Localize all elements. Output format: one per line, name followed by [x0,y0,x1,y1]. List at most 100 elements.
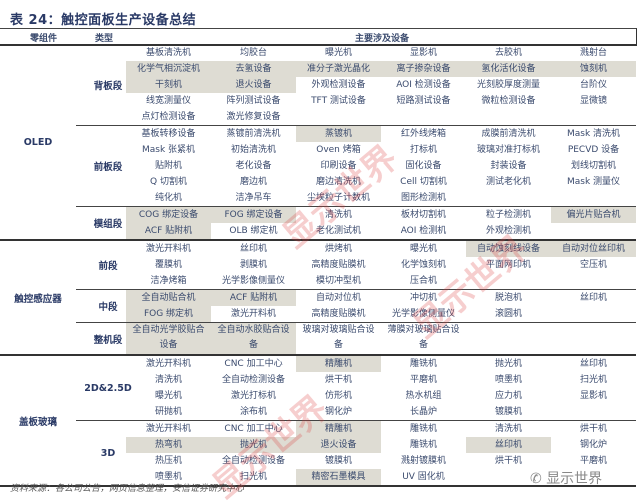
table-cell: 封装设备 [490,161,527,171]
group-label: 前板段 [93,162,123,173]
table-cell: 曝光机 [324,48,352,58]
section-label: 盖板玻璃 [18,416,57,428]
group-label: 前段 [98,261,118,272]
table-cell: CNC 加工中心 [224,359,283,369]
table-cell: 高精度贴膜机 [311,309,366,319]
table-cell: 抛光机 [211,437,296,453]
table-cell: 全自动光学胶贴合设备 [126,323,211,354]
table-cell: 外观检测设备 [311,80,366,90]
table-group: 整机段 全自动光学胶贴合设备 全自动水胶贴合设备 玻璃对玻璃贴合设备 薄膜对玻璃贴合设备 [76,322,636,354]
table-row: 化学气相沉淀机 去氢设备 准分子激光晶化 离子掺杂设备 氢化活化设备 蚀刻机 [126,61,636,77]
table-cell: Cell 切割机 [400,177,447,187]
table-row: 研抛机 涂布机 钢化炉 长晶炉 镀膜机 [126,404,636,420]
table-cell: 磨边机 [239,177,267,187]
table-row: 全自动贴合机 ACF 贴附机 自动对位机 冲切机 脱泡机 丝印机 [126,290,636,306]
table-cell [551,190,636,206]
table-cell: 曝光机 [409,244,437,254]
table-cell: 冲切机 [409,293,437,303]
table-cell: 钢化炉 [579,440,607,450]
group-label: 模组段 [93,219,123,230]
table-cell: 氢化活化设备 [466,61,551,77]
table-cell: 红外线烤箱 [400,129,446,139]
table-cell: 溅射镀膜机 [400,456,446,466]
table-cell: ACF 贴附机 [211,290,296,306]
table-cell: 光学影像侧量仪 [221,276,285,286]
table-cell: FOG 绑定机 [126,306,211,322]
table-cell [466,109,551,125]
table-group: 前段 激光开料机 丝印机 烘烤机 曝光机 自动蚀刻线设备 自动对位丝印机 覆膜机 剥膜机 高精度贴… [76,241,636,289]
table-cell: 纯化机 [154,193,182,203]
table-cell: 自动对位丝印机 [551,241,636,257]
table-cell: 阵列测试设备 [226,96,281,106]
table-cell: 印刷设备 [320,161,357,171]
table-cell: CNC 加工中心 [224,424,283,434]
table-cell: 烘烤机 [324,244,352,254]
table-cell: 激光开料机 [145,244,191,254]
table-cell: 激光打标机 [230,391,276,401]
table-cell: 显微镜 [579,96,607,106]
table-cell: 磨边清洗机 [315,177,361,187]
table-cell: 干刻机 [126,77,211,93]
group-label: 整机段 [93,334,123,346]
table-cell: 蚀刻机 [551,61,636,77]
table-row: 线宽测量仪 阵列测试设备 TFT 测试设备 短路测试设备 微粒检测设备 显微镜 [126,93,636,109]
table-cell: 烘干机 [324,375,352,385]
table-cell: 雕铣机 [409,359,437,369]
table-cell: 长晶炉 [409,407,437,417]
wechat-icon: ✆ [530,471,547,487]
table-cell: 洁净烤箱 [150,276,187,286]
table-cell: 化学蚀刻机 [400,260,446,270]
table-cell: 图形检测机 [400,193,446,203]
table-cell [551,323,636,354]
table-cell: 清洗机 [324,210,352,220]
table-cell: 偏光片贴合机 [551,207,636,223]
table-cell: Q 切割机 [150,177,187,187]
table-cell: 老化测试机 [315,226,361,236]
table-row: FOG 绑定机 激光开料机 高精度贴膜机 光学影像侧量仪 滚圆机 [126,306,636,322]
group-label: 3D [100,447,116,459]
table-row: COG 绑定设备 FOG 绑定设备 清洗机 板材切割机 粒子检测机 偏光片贴合机 [126,207,636,223]
table-cell [296,109,381,125]
table-group: 背板段 基板清洗机 均胶台 曝光机 显影机 去胶机 溅射台 化学气相沉淀机 去氢设备 准分子激光晶… [76,45,636,125]
table-cell: 短路测试设备 [396,96,451,106]
table-cell: Mask 清洗机 [566,129,621,139]
table-cell: 离子掺杂设备 [381,61,466,77]
table-cell: 清洗机 [494,424,522,434]
table-cell: 精雕机 [296,356,381,372]
table-cell: 激光修复设备 [226,112,281,122]
table-cell: 精雕机 [296,421,381,437]
table-cell: 平磨机 [409,375,437,385]
table-cell: 雕铣机 [409,440,437,450]
table-row: 纯化机 洁净吊车 尘埃粒子计数机 图形检测机 [126,190,636,206]
table-cell: 测试老化机 [485,177,531,187]
header-component: 零组件 [30,34,58,44]
table-cell: PECVD 设备 [567,145,620,155]
table-cell: 全自动贴合机 [126,290,211,306]
table-cell: 空压机 [579,260,607,270]
table-cell: 高精度贴膜机 [311,260,366,270]
table-cell: 覆膜机 [154,260,182,270]
table-row: 点灯检测设备 激光修复设备 [126,109,636,125]
table-row: 清洗机 全自动检测设备 烘干机 平磨机 喷墨机 扫光机 [126,372,636,388]
table-cell: 成膜前清洗机 [481,129,536,139]
table-cell: 研抛机 [154,407,182,417]
table-cell: 应力机 [494,391,522,401]
table-cell: 扫光机 [239,472,267,482]
table-cell: 丝印机 [579,359,607,369]
table-cell: 显影机 [409,48,437,58]
table-cell: 光学影像侧量仪 [391,309,455,319]
table-header: 零组件 类型 主要涉及设备 [0,28,637,46]
table-cell: 丝印机 [239,244,267,254]
table-cell: Mask 测量仪 [566,177,621,187]
group-label: 背板段 [93,81,123,92]
table-cell: 清洗机 [154,375,182,385]
table-section: 触控感应器 前段 激光开料机 丝印机 烘烤机 曝光机 自动蚀刻线设备 自动对位丝印机 覆膜机 剥膜… [0,241,636,356]
table-cell: 烘干机 [579,424,607,434]
table-cell: 准分子激光晶化 [296,61,381,77]
group-label: 2D&2.5D [84,382,132,394]
table-cell: 自动蚀刻线设备 [466,241,551,257]
table-cell: 镀膜机 [494,407,522,417]
header-type: 类型 [95,34,114,44]
table-cell: 涂布机 [239,407,267,417]
table-cell: 钢化炉 [324,407,352,417]
